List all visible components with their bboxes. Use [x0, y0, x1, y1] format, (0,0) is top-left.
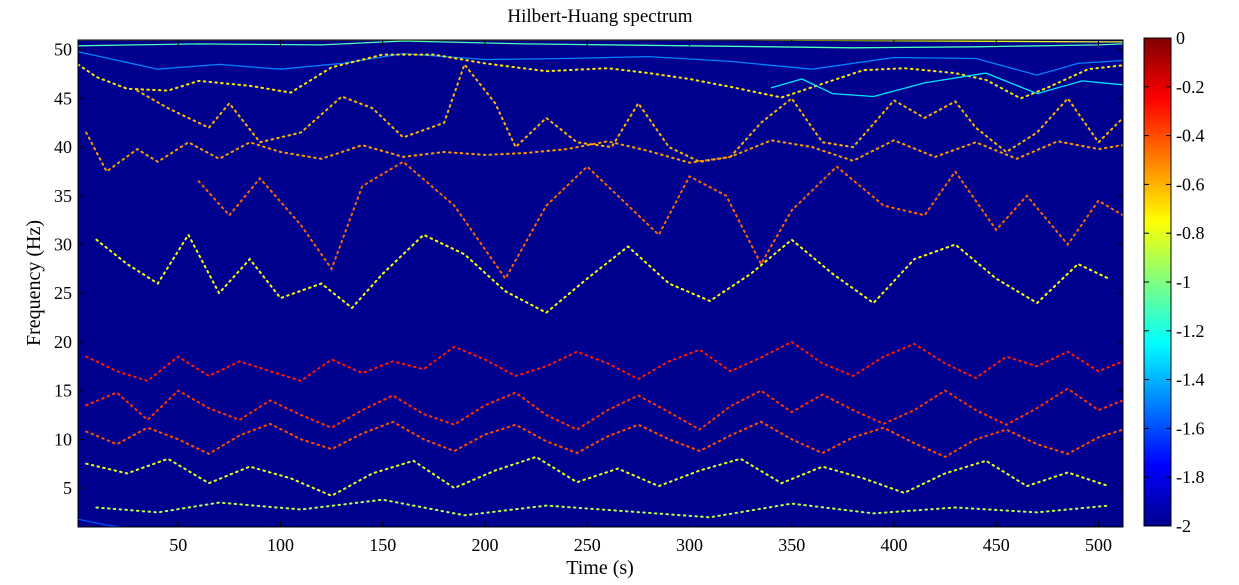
ridge-15 — [78, 518, 122, 527]
y-tick-label: 35 — [54, 186, 72, 206]
y-tick-label: 20 — [54, 332, 72, 352]
y-axis-label: Frequency (Hz) — [23, 220, 45, 346]
x-tick-label: 100 — [267, 535, 294, 555]
colorbar-tick-label: 0 — [1176, 28, 1185, 48]
colorbar-tick-label: -2 — [1176, 516, 1191, 536]
x-tick-label: 400 — [880, 535, 907, 555]
y-tick-label: 15 — [54, 381, 72, 401]
ridge-6 — [136, 62, 1123, 163]
colorbar-tick-label: -0.8 — [1176, 223, 1205, 243]
x-tick-label: 50 — [169, 535, 187, 555]
x-tick-label: 300 — [676, 535, 703, 555]
colorbar-tick-label: -0.4 — [1176, 126, 1205, 146]
spectrum-ridges — [78, 40, 1123, 527]
colorbar-tick-label: -1.6 — [1176, 418, 1205, 438]
y-tick-label: 45 — [54, 88, 72, 108]
ridge-2 — [78, 40, 1123, 43]
y-tick-label: 5 — [63, 478, 72, 498]
chart-title: Hilbert-Huang spectrum — [507, 6, 692, 27]
y-tick-label: 30 — [54, 235, 72, 255]
colorbar-tick-label: -0.2 — [1176, 77, 1205, 97]
x-tick-label: 250 — [574, 535, 601, 555]
ridge-9 — [95, 232, 1110, 314]
x-tick-label: 200 — [471, 535, 498, 555]
plot-area-background — [78, 40, 1123, 527]
colorbar-tick-label: -1 — [1176, 272, 1191, 292]
ridge-8 — [197, 160, 1123, 281]
ridge-13 — [85, 455, 1110, 497]
colorbar-tick-label: -1.2 — [1176, 321, 1205, 341]
ridge-4 — [78, 53, 1123, 100]
x-tick-label: 450 — [983, 535, 1010, 555]
ridge-14 — [95, 498, 1110, 519]
y-tick-label: 50 — [54, 40, 72, 60]
colorbar-tick-label: -1.4 — [1176, 370, 1205, 390]
colorbar-tick-label: -0.6 — [1176, 174, 1205, 194]
ridge-12 — [85, 420, 1123, 459]
ridge-10 — [85, 340, 1123, 383]
y-tick-label: 40 — [54, 137, 72, 157]
y-tick-label: 10 — [54, 429, 72, 449]
ridge-5 — [770, 72, 1123, 98]
x-tick-label: 350 — [778, 535, 805, 555]
plot-area-frame — [77, 39, 1124, 528]
x-tick-label: 500 — [1085, 535, 1112, 555]
colorbar-ticks: 0 -0.2 -0.4 -0.6 -0.8 -1 -1.2 -1.4 -1.6 -1.8 -2 — [1144, 28, 1205, 536]
x-tick-label: 150 — [369, 535, 396, 555]
ridge-7 — [85, 131, 1123, 173]
y-tick-label: 25 — [54, 283, 72, 303]
ridge-11 — [85, 387, 1123, 431]
ridge-1 — [78, 40, 1123, 49]
x-axis-ticks: 50 100 150 200 250 300 350 400 450 500 — [169, 40, 1112, 555]
x-axis-label: Time (s) — [566, 557, 634, 579]
colorbar-tick-label: -1.8 — [1176, 467, 1205, 487]
ridge-3 — [78, 51, 1123, 76]
y-axis-ticks: 5 10 15 20 25 30 35 40 45 50 — [54, 40, 1123, 498]
